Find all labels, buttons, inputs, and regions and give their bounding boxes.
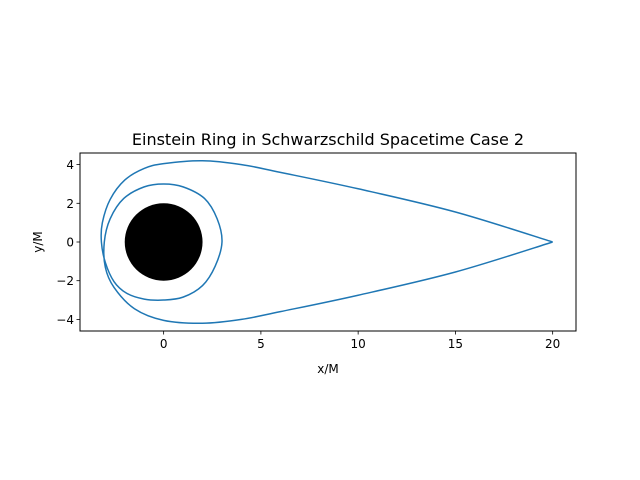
y-tick-label: 4 — [66, 158, 74, 172]
y-axis-label: y/M — [31, 231, 45, 253]
x-axis: 0 5 10 15 20 — [160, 331, 560, 351]
x-tick-label: 5 — [257, 337, 265, 351]
light-ray-path-0 — [100, 159, 553, 325]
x-tick-label: 15 — [448, 337, 463, 351]
plot-area — [100, 159, 553, 325]
x-tick-label: 0 — [160, 337, 168, 351]
y-tick-label: 2 — [66, 197, 74, 211]
black-hole-disk — [124, 203, 203, 281]
y-tick-label: 0 — [66, 236, 74, 250]
y-axis: 4 2 0 −2 −4 — [56, 158, 80, 327]
chart-title: Einstein Ring in Schwarzschild Spacetime… — [132, 130, 524, 149]
x-tick-label: 20 — [545, 337, 560, 351]
y-tick-label: −2 — [56, 274, 74, 288]
x-axis-label: x/M — [317, 362, 339, 376]
y-tick-label: −4 — [56, 313, 74, 327]
x-tick-label: 10 — [351, 337, 366, 351]
axes-frame — [79, 152, 577, 332]
